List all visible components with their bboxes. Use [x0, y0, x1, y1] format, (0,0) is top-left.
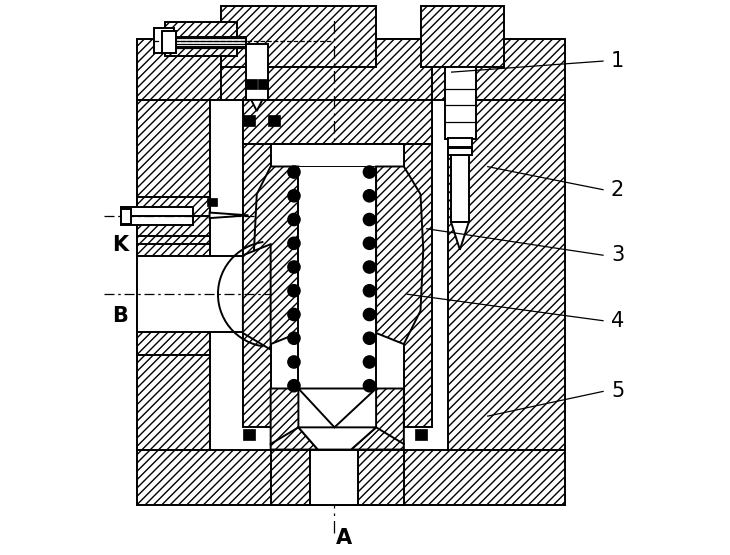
Polygon shape	[451, 222, 469, 250]
Circle shape	[288, 261, 300, 273]
Circle shape	[288, 214, 300, 226]
Polygon shape	[220, 39, 431, 100]
Polygon shape	[448, 100, 565, 450]
Polygon shape	[271, 450, 310, 505]
Bar	[445, 67, 476, 139]
Text: 1: 1	[611, 51, 624, 71]
Polygon shape	[420, 6, 504, 67]
Bar	[207, 198, 217, 206]
Bar	[268, 115, 280, 126]
Bar	[310, 450, 358, 505]
Bar	[299, 166, 376, 344]
Circle shape	[364, 237, 375, 249]
Bar	[163, 31, 177, 53]
Text: A: A	[336, 528, 352, 548]
Circle shape	[364, 285, 375, 297]
Text: K: K	[112, 235, 128, 255]
Circle shape	[288, 285, 300, 297]
Circle shape	[364, 166, 375, 178]
Polygon shape	[137, 450, 565, 505]
Polygon shape	[210, 213, 248, 218]
Polygon shape	[243, 122, 271, 427]
Circle shape	[364, 261, 375, 273]
Polygon shape	[376, 166, 423, 344]
Circle shape	[364, 214, 375, 226]
Polygon shape	[299, 388, 376, 427]
Bar	[448, 138, 472, 147]
Polygon shape	[351, 427, 404, 450]
Circle shape	[288, 309, 300, 321]
Circle shape	[364, 356, 375, 368]
Circle shape	[288, 356, 300, 368]
Bar	[451, 139, 469, 222]
Bar	[246, 44, 268, 100]
Polygon shape	[220, 6, 376, 67]
Polygon shape	[243, 100, 431, 144]
Polygon shape	[137, 39, 565, 100]
Polygon shape	[254, 166, 299, 344]
Bar	[137, 256, 243, 332]
Bar	[415, 429, 427, 440]
Polygon shape	[334, 388, 404, 444]
Bar	[120, 207, 193, 225]
Bar	[243, 115, 255, 126]
Polygon shape	[271, 388, 334, 444]
Circle shape	[364, 190, 375, 202]
Polygon shape	[137, 100, 210, 450]
Circle shape	[288, 237, 300, 249]
Circle shape	[288, 166, 300, 178]
Circle shape	[288, 380, 300, 392]
Polygon shape	[137, 197, 210, 236]
Text: 2: 2	[611, 180, 624, 200]
Bar	[243, 429, 255, 440]
Bar	[154, 28, 174, 53]
Circle shape	[364, 332, 375, 344]
Polygon shape	[165, 22, 237, 56]
Bar	[271, 144, 404, 388]
Polygon shape	[137, 244, 210, 355]
Polygon shape	[271, 427, 318, 450]
Circle shape	[364, 380, 375, 392]
Text: 4: 4	[611, 311, 624, 331]
Polygon shape	[404, 122, 431, 427]
Polygon shape	[299, 427, 376, 450]
Polygon shape	[358, 450, 404, 505]
Bar	[163, 37, 246, 47]
Bar	[258, 79, 269, 89]
Bar	[245, 79, 257, 89]
Circle shape	[288, 332, 300, 344]
Circle shape	[288, 190, 300, 202]
Circle shape	[364, 309, 375, 321]
Text: 5: 5	[611, 381, 624, 401]
Text: 3: 3	[611, 245, 624, 265]
Bar	[120, 209, 131, 224]
Polygon shape	[243, 244, 271, 350]
Bar	[448, 148, 472, 155]
Polygon shape	[251, 100, 262, 111]
Text: B: B	[112, 306, 128, 326]
